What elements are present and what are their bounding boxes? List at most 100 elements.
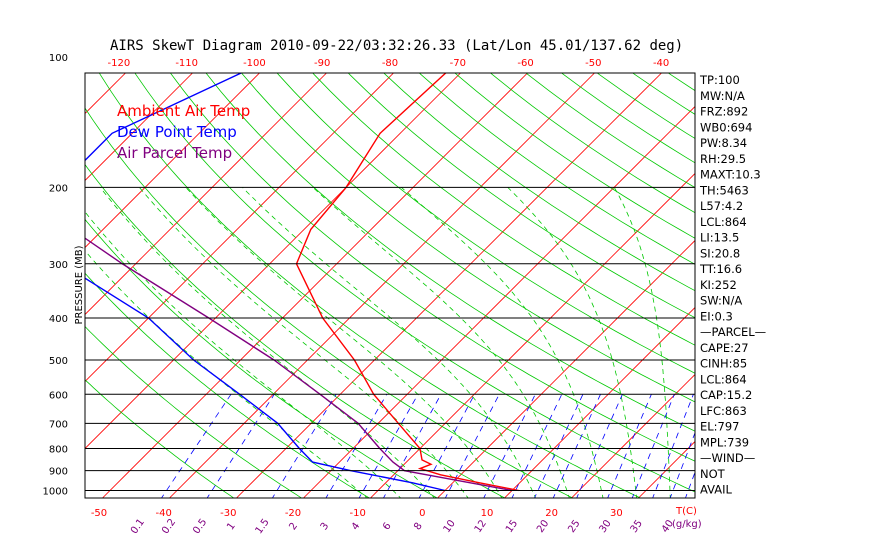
stats-line: CAPE:27 xyxy=(700,341,749,355)
stats-line: LCL:864 xyxy=(700,372,747,386)
pressure-tick-label: 700 xyxy=(49,419,68,430)
pressure-tick-label: 900 xyxy=(49,467,68,478)
profile-series xyxy=(85,73,519,492)
dry-adiabat-line xyxy=(383,73,695,292)
stats-line: SI:20.8 xyxy=(700,246,740,260)
isotherm-line xyxy=(85,73,194,182)
mixing-ratio-tick: 1 xyxy=(225,521,238,533)
mixing-ratio-tick: 25 xyxy=(566,518,582,535)
mixing-ratio-line xyxy=(669,431,695,498)
stats-line: RH:29.5 xyxy=(700,152,746,166)
dry-adiabat-line xyxy=(85,218,438,498)
stats-line: TT:16.6 xyxy=(699,262,742,276)
mixing-ratio-tick: 4 xyxy=(350,521,363,533)
isotherm-line xyxy=(168,73,596,498)
chart-title: AIRS SkewT Diagram 2010-09-22/03:32:26.3… xyxy=(110,38,683,54)
y-axis-label: PRESSURE (MB) xyxy=(74,245,85,324)
dry-adiabat-line xyxy=(85,107,574,498)
mixing-ratio-tick: 30 xyxy=(597,518,613,535)
bottom-temp-tick: -20 xyxy=(285,508,301,519)
top-temp-tick: -60 xyxy=(517,58,533,69)
mixing-ratio-line xyxy=(511,394,563,498)
isotherm-line xyxy=(771,47,870,499)
mixing-ratio-tick: 15 xyxy=(504,518,520,535)
moist-adiabat-line xyxy=(185,187,503,498)
stats-line: EI:0.3 xyxy=(700,309,733,323)
dry-adiabat-line xyxy=(85,163,506,498)
legend: Ambient Air Temp Dew Point Temp Air Parcel… xyxy=(117,102,250,162)
top-temp-tick: -110 xyxy=(175,58,198,69)
stats-line: —PARCEL— xyxy=(700,325,766,339)
stats-line: LFC:863 xyxy=(700,404,747,418)
legend-entry: Air Parcel Temp xyxy=(117,144,232,162)
moist-adiabat-line xyxy=(99,187,435,498)
stats-line: PW:8.34 xyxy=(700,136,747,150)
isotherm-line xyxy=(570,373,695,498)
bottom-temp-tick: -10 xyxy=(349,508,365,519)
mixing-ratio-line xyxy=(534,394,584,498)
dry-adiabats xyxy=(85,73,695,498)
stats-line: WB0:694 xyxy=(700,120,752,134)
bottom-temp-tick: 20 xyxy=(545,508,558,519)
mixing-ratio-line xyxy=(652,394,694,498)
stats-line: FRZ:892 xyxy=(700,105,748,119)
stats-line: L57:4.2 xyxy=(700,199,743,213)
mixing-ratio-line xyxy=(325,394,388,498)
moist-adiabat-line xyxy=(85,211,402,498)
moist-adiabat-line xyxy=(507,187,638,498)
dry-adiabat-line xyxy=(85,379,235,498)
isotherm-line xyxy=(85,73,328,316)
dry-adiabat-line xyxy=(347,73,695,319)
mixing-ratio-line xyxy=(358,394,419,498)
dry-adiabat-line xyxy=(85,272,371,498)
top-temp-tick-labels: -120 -110 -100 -90 -80 -70 -60 -50 -40 xyxy=(108,58,670,69)
stats-line: CAP:15.2 xyxy=(700,388,752,402)
moist-adiabat-line xyxy=(613,187,671,498)
mixing-ratio-line xyxy=(382,394,442,498)
dry-adiabat-line xyxy=(525,73,695,189)
moist-adiabat-line xyxy=(401,187,604,498)
dry-adiabat-line xyxy=(241,73,695,403)
pressure-tick-label: 800 xyxy=(49,444,68,455)
moist-adiabat-line xyxy=(312,187,570,498)
pressure-tick-label: 1000 xyxy=(43,487,68,498)
plot-frame xyxy=(84,72,696,499)
stats-line: EL:797 xyxy=(700,420,740,434)
moist-adiabats xyxy=(85,187,671,498)
x-axis-label: T(C) xyxy=(675,506,697,517)
mixing-ratio-tick: 35 xyxy=(629,518,645,535)
parcel-temp-line xyxy=(85,237,513,492)
stats-line: LI:13.5 xyxy=(700,231,739,245)
mixing-ratio-tick: 20 xyxy=(535,518,551,535)
mixing-ratio-tick: 2 xyxy=(288,521,301,533)
top-temp-tick: -80 xyxy=(382,58,398,69)
stats-line: MW:N/A xyxy=(700,89,745,103)
isotherm-line xyxy=(637,440,695,498)
mixing-ratio-line xyxy=(483,394,536,498)
isotherm-line xyxy=(503,306,695,498)
mixing-ratio-line xyxy=(444,394,500,498)
stats-line: MPL:739 xyxy=(700,435,749,449)
mixing-ratio-tick: 1.5 xyxy=(254,517,272,536)
dry-adiabat-line xyxy=(98,73,642,498)
mixing-ratio-line xyxy=(418,394,475,498)
stats-line: NOT xyxy=(700,467,726,481)
stats-line: MAXT:10.3 xyxy=(700,168,761,182)
top-temp-tick: -100 xyxy=(243,58,266,69)
mixing-ratio-line xyxy=(552,394,601,498)
legend-entry: Dew Point Temp xyxy=(117,123,237,141)
top-temp-tick: -120 xyxy=(108,58,131,69)
pressure-tick-label: 600 xyxy=(49,390,68,401)
bottom-temp-tick-labels: -50 -40 -30 -20 -10 0 10 20 30 xyxy=(91,508,623,519)
dry-adiabat-line xyxy=(134,73,695,493)
mixing-ratio-line xyxy=(576,394,623,498)
dry-adiabat-line xyxy=(418,73,695,265)
pressure-grid xyxy=(85,186,695,491)
mixing-ratio-lines xyxy=(161,394,695,498)
mixing-ratio-tick: 0.1 xyxy=(129,517,147,536)
pressure-tick-label: 200 xyxy=(49,183,68,194)
bottom-temp-tick: 30 xyxy=(610,508,623,519)
isotherm-line xyxy=(85,73,395,383)
